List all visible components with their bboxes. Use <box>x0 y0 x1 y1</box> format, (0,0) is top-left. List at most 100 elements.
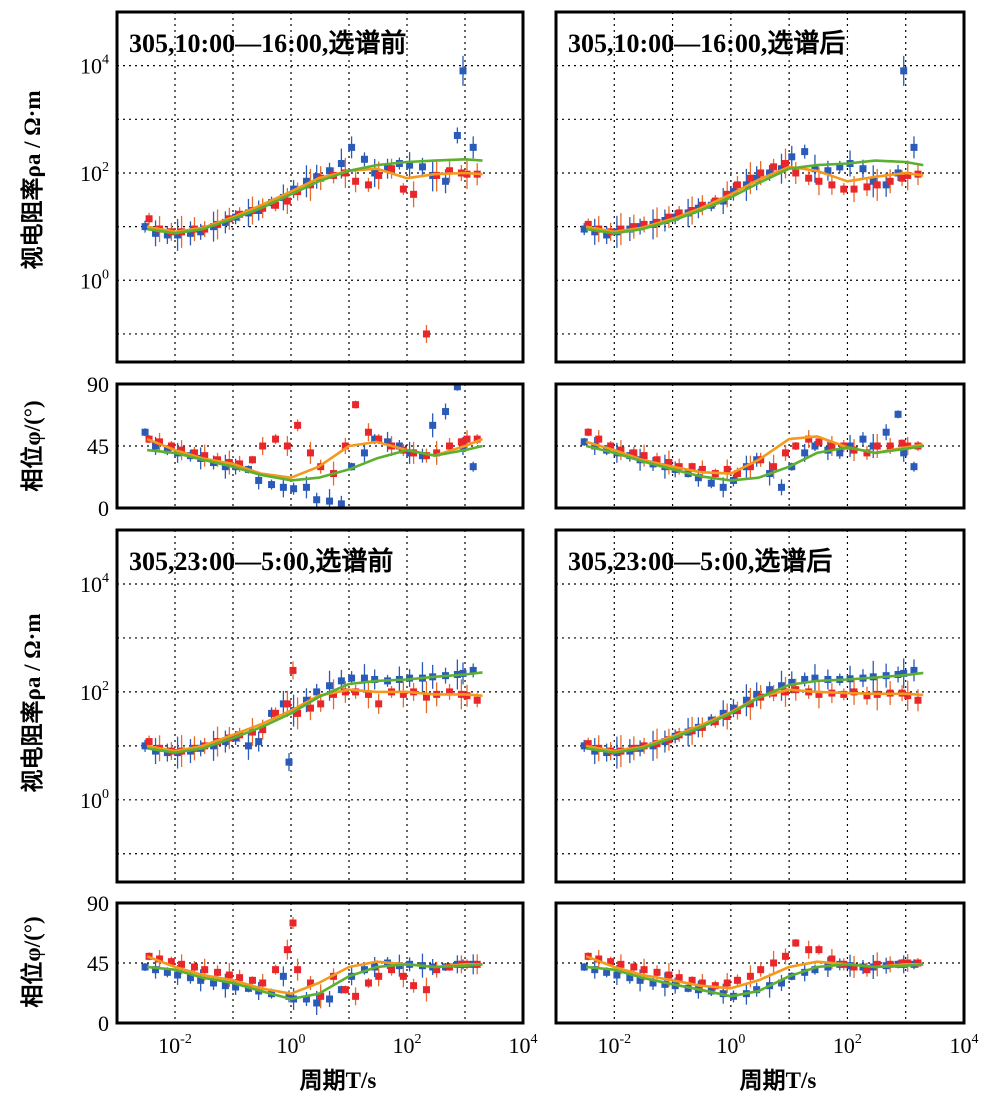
rho-red-point <box>886 177 894 185</box>
rho-blue-point <box>313 688 321 696</box>
phase-red-point <box>746 972 754 980</box>
phase-blue-point <box>811 442 819 450</box>
y-gridlines <box>556 583 964 964</box>
phase-blue-point <box>580 963 588 971</box>
rho-tick-label: 100 <box>80 787 109 813</box>
rho-blue-point <box>313 173 321 181</box>
phase-red-point <box>630 963 638 971</box>
rho-red-point <box>630 223 638 231</box>
rho-tick-label: 102 <box>80 160 109 186</box>
rho-red-point <box>850 185 858 193</box>
rho-red-point <box>289 666 297 674</box>
rho-frame <box>115 528 525 884</box>
phase-blue-point <box>406 449 414 457</box>
phase-red-point <box>675 974 683 982</box>
rho-blue-point <box>371 675 379 683</box>
phase-blue-point <box>186 974 194 982</box>
rho-blue-point <box>384 165 392 173</box>
phase-red-point <box>289 919 297 927</box>
rho-red-point <box>723 190 731 198</box>
rho-blue-point <box>337 677 345 685</box>
phase-red-point <box>446 442 454 450</box>
phase-tick-label: 0 <box>98 1011 109 1036</box>
phase-red-point <box>433 449 441 457</box>
phase-red-point <box>850 446 858 454</box>
rho-blue-point <box>163 231 171 239</box>
phase-red-point <box>828 955 836 963</box>
phase-red-point <box>156 438 164 446</box>
phase-blue-point <box>348 463 356 471</box>
phase-red-point <box>757 966 765 974</box>
phase-red-point <box>422 452 430 460</box>
phase-blue-point <box>326 995 334 1003</box>
rho-red-point <box>272 201 280 209</box>
rho-blue-point <box>766 169 774 177</box>
phase-blue-point <box>613 971 621 979</box>
phase-red-point <box>665 459 673 467</box>
phase-red-point <box>248 976 256 984</box>
phase-red-point <box>190 963 198 971</box>
phase-plot-area <box>580 939 924 1005</box>
y-gridlines <box>556 65 964 447</box>
rho-blue-point <box>801 148 809 156</box>
phase-blue-point <box>152 966 160 974</box>
rho-blue-point <box>406 161 414 169</box>
rho-blue-point <box>418 163 426 171</box>
rho-blue-point <box>742 696 750 704</box>
rho-blue-point <box>285 758 293 766</box>
phase-plot-area <box>580 410 924 498</box>
phase-red-point <box>306 449 314 457</box>
phase-red-point <box>584 428 592 436</box>
phase-red-point <box>306 979 314 987</box>
phase-blue-point <box>442 408 450 416</box>
rho-blue-point <box>869 177 877 185</box>
phase-red-point <box>259 442 267 450</box>
rho-red-point <box>640 220 648 228</box>
rho-plot-area <box>580 658 924 769</box>
rho-blue-point <box>152 747 160 755</box>
phase-red-point <box>375 435 383 443</box>
phase-red-point <box>294 421 302 429</box>
phase-blue-point <box>846 442 854 450</box>
rho-red-point <box>422 330 430 338</box>
phase-red-point <box>828 442 836 450</box>
phase-red-point <box>653 456 661 464</box>
phase-red-point <box>607 442 615 450</box>
phase-blue-point <box>753 986 761 994</box>
rho-blue-point <box>469 666 477 674</box>
phase-tick-label: 0 <box>98 496 109 521</box>
phase-red-point <box>225 971 233 979</box>
phase-red-point <box>248 456 256 464</box>
rho-tick-label: 104 <box>80 53 109 79</box>
rho-frame <box>554 528 966 884</box>
phase-blue-point <box>221 982 229 990</box>
rho-red-point <box>145 215 153 223</box>
rho-blue-point <box>459 67 467 75</box>
rho-red-point <box>815 690 823 698</box>
rho-red-point <box>733 181 741 189</box>
phase-red-point <box>698 979 706 987</box>
rho-red-point <box>863 183 871 191</box>
rho-red-point <box>792 169 800 177</box>
rho-red-point <box>698 201 706 209</box>
phase-blue-point <box>232 983 240 991</box>
x-gridlines <box>174 530 466 1023</box>
phase-red-point <box>617 446 625 454</box>
phase-blue-point <box>337 986 345 994</box>
phase-red-point <box>630 449 638 457</box>
phase-red-point <box>665 971 673 979</box>
rho-red-point <box>283 700 291 708</box>
rho-tick-label: 104 <box>80 571 109 597</box>
phase-blue-point <box>429 421 437 429</box>
phase-blue-point <box>384 438 392 446</box>
x-tick-label: 100 <box>716 1032 745 1058</box>
phase-red-point <box>341 986 349 994</box>
phase-ylabel-bottom: 相位φ/(°) <box>19 916 45 1007</box>
rho-red-point <box>781 160 789 168</box>
phase-tick-label: 90 <box>87 372 109 397</box>
rho-tick-label: 100 <box>80 267 109 293</box>
phase-blue-point <box>313 999 321 1007</box>
phase-red-point <box>457 438 465 446</box>
rho-blue-point <box>900 669 908 677</box>
phase-red-point <box>723 979 731 987</box>
